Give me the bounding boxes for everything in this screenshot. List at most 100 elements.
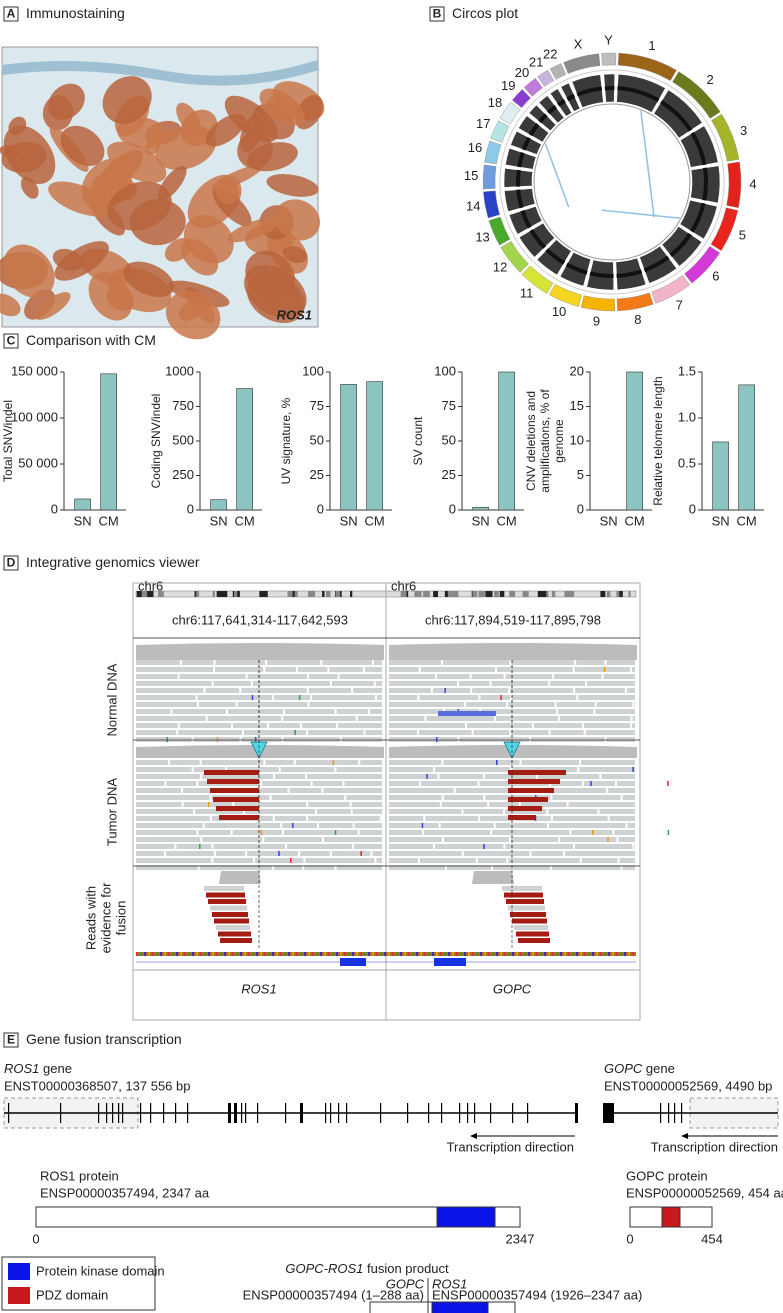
chromosome-label: 20 <box>515 65 529 80</box>
bar <box>738 384 755 511</box>
base <box>620 952 622 956</box>
read <box>492 830 570 835</box>
split-read <box>204 770 259 775</box>
mismatch <box>334 830 337 835</box>
bar <box>498 371 515 511</box>
read <box>489 802 519 807</box>
read <box>550 681 586 686</box>
ideogram-band <box>509 591 516 597</box>
copy-number-center <box>643 255 670 273</box>
tissue-blob <box>144 138 161 156</box>
coverage <box>219 871 261 884</box>
read <box>213 858 253 863</box>
gene-id: ENST00000052569, 4490 bp <box>604 1078 772 1093</box>
base <box>504 952 506 956</box>
exon <box>300 1103 303 1123</box>
base <box>500 952 502 956</box>
y-tick-label: 0 <box>187 501 194 516</box>
base <box>576 952 578 956</box>
read <box>336 865 382 870</box>
chromosome-segment <box>711 113 740 162</box>
read <box>631 723 635 728</box>
base <box>560 952 562 956</box>
y-tick-label: 100 000 <box>11 409 58 424</box>
tissue-blob <box>274 199 321 241</box>
base <box>168 952 170 956</box>
chromosome-label: 13 <box>475 229 489 244</box>
read <box>227 709 283 714</box>
panel-letter: C <box>7 334 16 348</box>
base <box>220 952 222 956</box>
read <box>284 709 335 714</box>
fusion-read <box>214 918 249 924</box>
ideogram-band <box>293 591 298 597</box>
exon <box>285 1103 287 1123</box>
exon <box>330 1103 332 1123</box>
copy-number-center <box>521 136 531 151</box>
base <box>608 952 610 956</box>
tissue-blob <box>3 125 56 185</box>
read <box>136 723 178 728</box>
copy-number-center <box>517 151 525 168</box>
exon <box>106 1103 108 1123</box>
mismatch <box>667 830 670 835</box>
base <box>408 952 410 956</box>
read <box>329 667 363 672</box>
read <box>172 709 226 714</box>
chromosome-label: 5 <box>739 227 746 242</box>
structural-variant <box>640 110 655 218</box>
read <box>213 844 285 849</box>
mismatch <box>290 858 292 863</box>
ideogram-band <box>325 591 331 597</box>
exon <box>527 1103 529 1123</box>
base <box>304 952 306 956</box>
read <box>595 709 635 714</box>
panel-title: Immunostaining <box>26 5 125 21</box>
read <box>376 695 382 700</box>
bar <box>100 373 117 511</box>
split-read <box>508 788 554 793</box>
read <box>443 795 484 800</box>
gene-label: GOPC <box>493 981 532 996</box>
read <box>204 823 281 828</box>
mismatch <box>483 844 485 849</box>
y-tick-label: 1.0 <box>678 409 696 424</box>
base <box>552 952 554 956</box>
track-label: Reads with evidence for fusion <box>83 882 129 954</box>
read <box>425 816 479 821</box>
read <box>508 702 555 707</box>
read <box>480 695 511 700</box>
tissue-blob <box>282 246 308 264</box>
base <box>472 952 474 956</box>
panel-title: Circos plot <box>452 5 518 21</box>
ideogram-band <box>307 591 312 597</box>
read <box>576 660 605 665</box>
panel-letter: D <box>7 556 16 570</box>
mismatch <box>360 851 362 856</box>
base <box>452 952 454 956</box>
ideogram-band <box>311 591 316 597</box>
y-axis-label: Total SNV/indel <box>1 399 15 483</box>
read <box>136 760 169 765</box>
protein-end: 2347 <box>506 1231 535 1246</box>
read <box>552 816 608 821</box>
read <box>202 774 274 779</box>
y-axis-label: SV count <box>411 416 425 466</box>
read <box>585 730 635 735</box>
base <box>492 952 494 956</box>
read <box>339 674 382 679</box>
exon <box>234 1103 237 1123</box>
tissue-blob <box>181 238 219 276</box>
base <box>400 952 402 956</box>
base <box>580 952 582 956</box>
gene-name: GOPC gene <box>604 1061 675 1076</box>
read <box>560 837 617 842</box>
tissue-blob <box>165 290 221 340</box>
read <box>136 858 212 863</box>
tissue-blob <box>247 142 298 172</box>
base <box>432 952 434 956</box>
read <box>269 723 301 728</box>
chromosome-segment <box>726 161 742 209</box>
base <box>356 952 358 956</box>
ideogram-band <box>335 591 341 597</box>
